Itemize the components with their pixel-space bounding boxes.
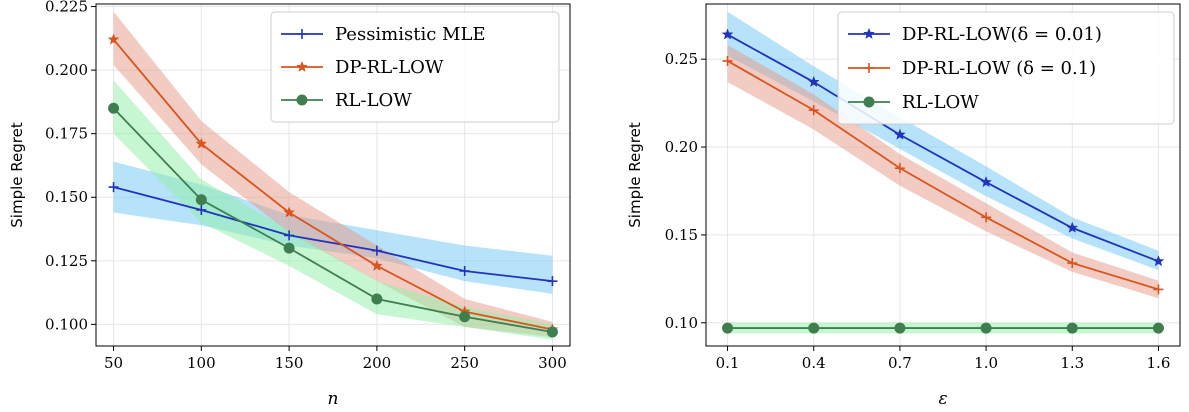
data-point [981,212,992,223]
data-point [807,75,820,88]
series-line [727,33,1159,263]
data-point [283,242,295,254]
x-axis-label: ε [938,389,947,409]
data-point [894,163,905,174]
data-point [808,105,819,116]
data-point [980,175,993,188]
series-line [112,107,553,333]
x-tick-label: 250 [450,354,479,372]
legend-marker [296,94,308,106]
series-line [727,60,1159,291]
data-point [1066,322,1078,334]
data-point [1066,221,1079,233]
plot-frame [705,3,1181,347]
y-tick-label: 0.10 [665,314,698,332]
legend-marker [863,27,875,40]
data-point [459,311,471,323]
chart-panel-1: 50 100 150 200 250 300 0.100 0.125 0.150 0.175 0.2… [8,0,571,409]
data-point [808,322,820,334]
x-tick-label: 300 [538,354,567,372]
data-point [980,322,992,334]
series-line [113,186,553,283]
data-point [108,102,120,114]
data-point [108,182,119,193]
legend-marker [297,29,307,39]
data-point [547,276,558,287]
y-tick-label: 0.20 [665,138,698,156]
x-tick-label: 50 [104,354,123,372]
x-tick-label: 1.6 [1147,354,1171,372]
data-point [1152,255,1165,267]
legend-entry: DP-RL-LOW (δ = 0.1) [902,58,1096,79]
legend-entry: DP-RL-LOW(δ = 0.01) [902,24,1102,45]
legend-marker [863,96,875,108]
data-point [195,137,208,149]
legend-box [270,11,560,123]
y-tick-label: 0.15 [665,226,698,244]
x-tick-label: 0.4 [802,354,826,372]
data-point [894,322,906,334]
y-tick-label: 0.200 [45,61,88,79]
legend-entry: RL-LOW [335,90,412,111]
x-tick-label: 100 [187,354,216,372]
data-point [722,322,734,334]
confidence-band [727,11,1159,271]
data-point [1152,322,1164,334]
plot-frame [95,3,571,347]
legend-marker [296,60,308,73]
data-point [196,204,207,215]
data-point [459,265,470,276]
y-axis-label: Simple Regret [8,122,26,228]
data-point [371,245,382,256]
data-point [893,128,906,140]
x-tick-label: 0.1 [716,354,740,372]
legend-box [837,11,1175,125]
y-tick-label: 0.25 [665,50,698,68]
legend-entry: DP-RL-LOW [335,57,444,78]
data-point [721,28,734,40]
x-tick-label: 1.3 [1060,354,1084,372]
data-point [283,206,296,218]
legend-marker [864,63,874,73]
y-axis-label: Simple Regret [626,122,644,228]
chart-panel-2: 0.1 0.4 0.7 1.0 1.3 1.6 0.10 0.15 0.20 0.25 ε Simpl… [626,3,1181,409]
y-tick-label: 0.150 [45,188,88,206]
data-point [722,55,733,66]
legend-entry: RL-LOW [902,92,979,113]
x-tick-label: 200 [363,354,392,372]
data-point [107,33,120,45]
x-tick-label: 1.0 [974,354,998,372]
series-line [112,39,553,331]
data-point [1153,284,1164,295]
legend: Pessimistic MLE DP-RL-LOW RL-LOW [270,11,560,123]
data-point [546,326,558,338]
data-point [195,194,207,206]
x-tick-label: 150 [275,354,304,372]
confidence-band [727,45,1159,299]
legend-entry: Pessimistic MLE [335,24,486,45]
y-tick-label: 0.225 [45,0,88,16]
y-tick-label: 0.175 [45,125,88,143]
data-point [1067,258,1078,269]
x-axis-label: n [328,389,339,409]
x-tick-label: 0.7 [888,354,912,372]
data-point [371,293,383,305]
data-point [284,230,295,241]
y-tick-label: 0.125 [45,252,88,270]
data-point [370,259,383,271]
legend: DP-RL-LOW(δ = 0.01) DP-RL-LOW (δ = 0.1) RL… [837,11,1175,125]
y-tick-label: 0.100 [45,315,88,333]
